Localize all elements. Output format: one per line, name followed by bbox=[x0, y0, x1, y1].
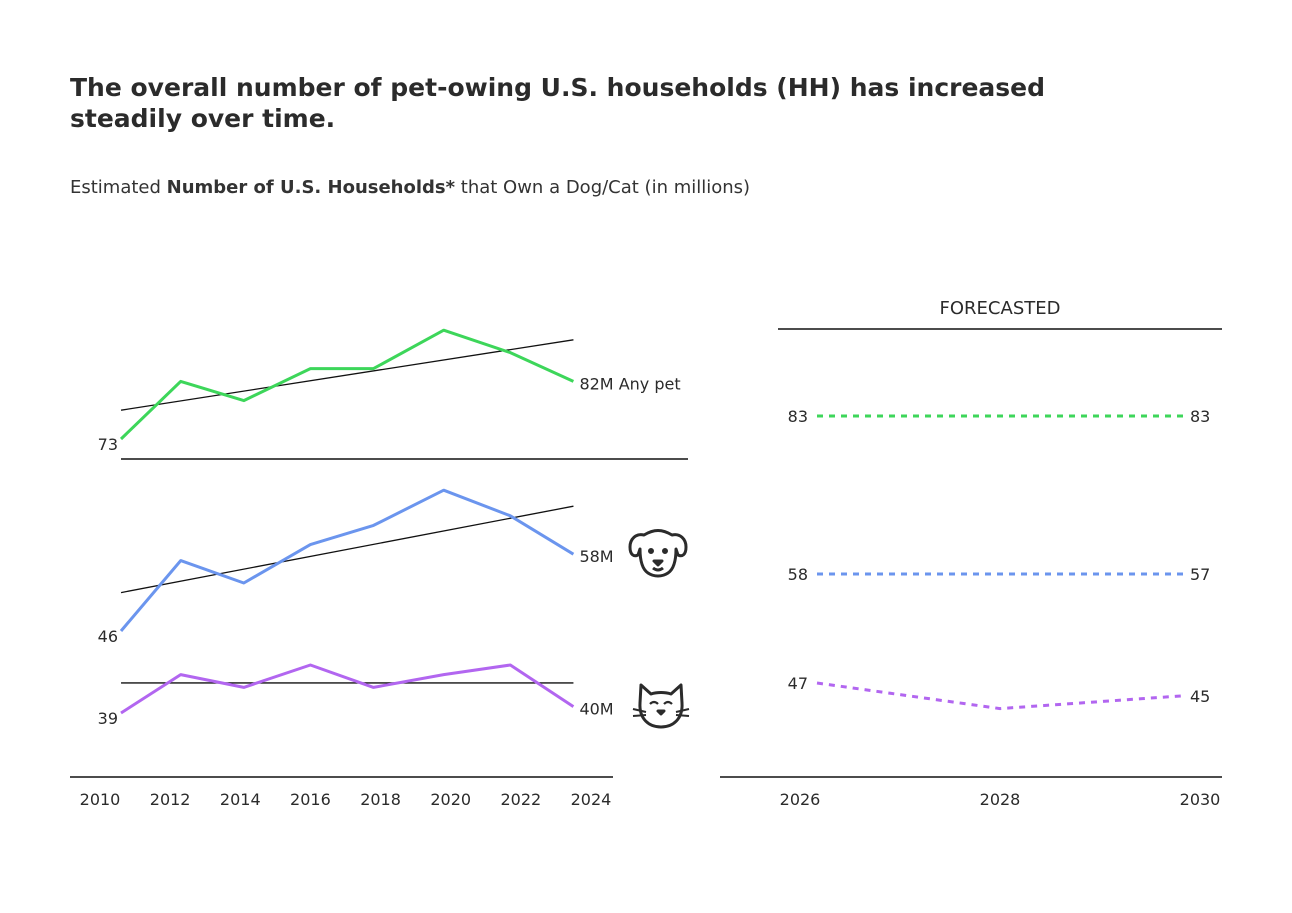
x-tick-label: 2016 bbox=[290, 790, 331, 809]
forecast-start-label: 47 bbox=[788, 674, 808, 693]
start-value-label: 39 bbox=[98, 709, 118, 728]
forecast-end-label: 45 bbox=[1190, 687, 1210, 706]
x-tick-label: 2030 bbox=[1180, 790, 1221, 809]
series-line-cat bbox=[120, 663, 575, 715]
forecast-panel: FORECASTED 2026 2028 2030 83 83 58 57 47 45 bbox=[720, 298, 1222, 809]
end-value-label: 58M bbox=[579, 547, 613, 566]
x-tick-label: 2014 bbox=[220, 790, 261, 809]
subtitle-post: that Own a Dog/Cat (in millions) bbox=[455, 177, 751, 198]
x-tick-label: 2028 bbox=[980, 790, 1021, 809]
chart-subtitle: Estimated Number of U.S. Households* tha… bbox=[70, 177, 750, 198]
chart-title: The overall number of pet-owing U.S. hou… bbox=[70, 73, 1046, 133]
forecast-title: FORECASTED bbox=[940, 298, 1061, 319]
x-tick-label: 2010 bbox=[80, 790, 121, 809]
forecast-end-label: 83 bbox=[1190, 407, 1210, 426]
forecast-end-label: 57 bbox=[1190, 565, 1210, 584]
start-value-label: 46 bbox=[98, 627, 118, 646]
end-value-label: 82M Any pet bbox=[579, 374, 680, 393]
end-value-label: 40M bbox=[579, 700, 613, 719]
x-tick-label: 2024 bbox=[571, 790, 612, 809]
trend-line bbox=[120, 339, 574, 411]
cat-icon bbox=[632, 683, 690, 729]
x-tick-label: 2020 bbox=[430, 790, 471, 809]
x-tick-label: 2022 bbox=[500, 790, 541, 809]
x-tick-label: 2012 bbox=[150, 790, 191, 809]
series-line-any-pet bbox=[119, 328, 575, 441]
series-line-dog bbox=[119, 488, 575, 632]
trend-line bbox=[120, 505, 574, 594]
subtitle-bold: Number of U.S. Households* bbox=[166, 177, 456, 198]
forecast-line-cat bbox=[816, 681, 1184, 711]
forecast-start-label: 83 bbox=[788, 407, 808, 426]
subtitle-pre: Estimated bbox=[70, 177, 167, 198]
historical-panel: 2010 2012 2014 2016 2018 2020 2022 2024 73 82M An… bbox=[70, 328, 688, 809]
dog-icon bbox=[628, 529, 688, 578]
start-value-label: 73 bbox=[98, 435, 118, 454]
forecast-start-label: 58 bbox=[788, 565, 808, 584]
x-tick-label: 2026 bbox=[780, 790, 821, 809]
x-tick-label: 2018 bbox=[360, 790, 401, 809]
